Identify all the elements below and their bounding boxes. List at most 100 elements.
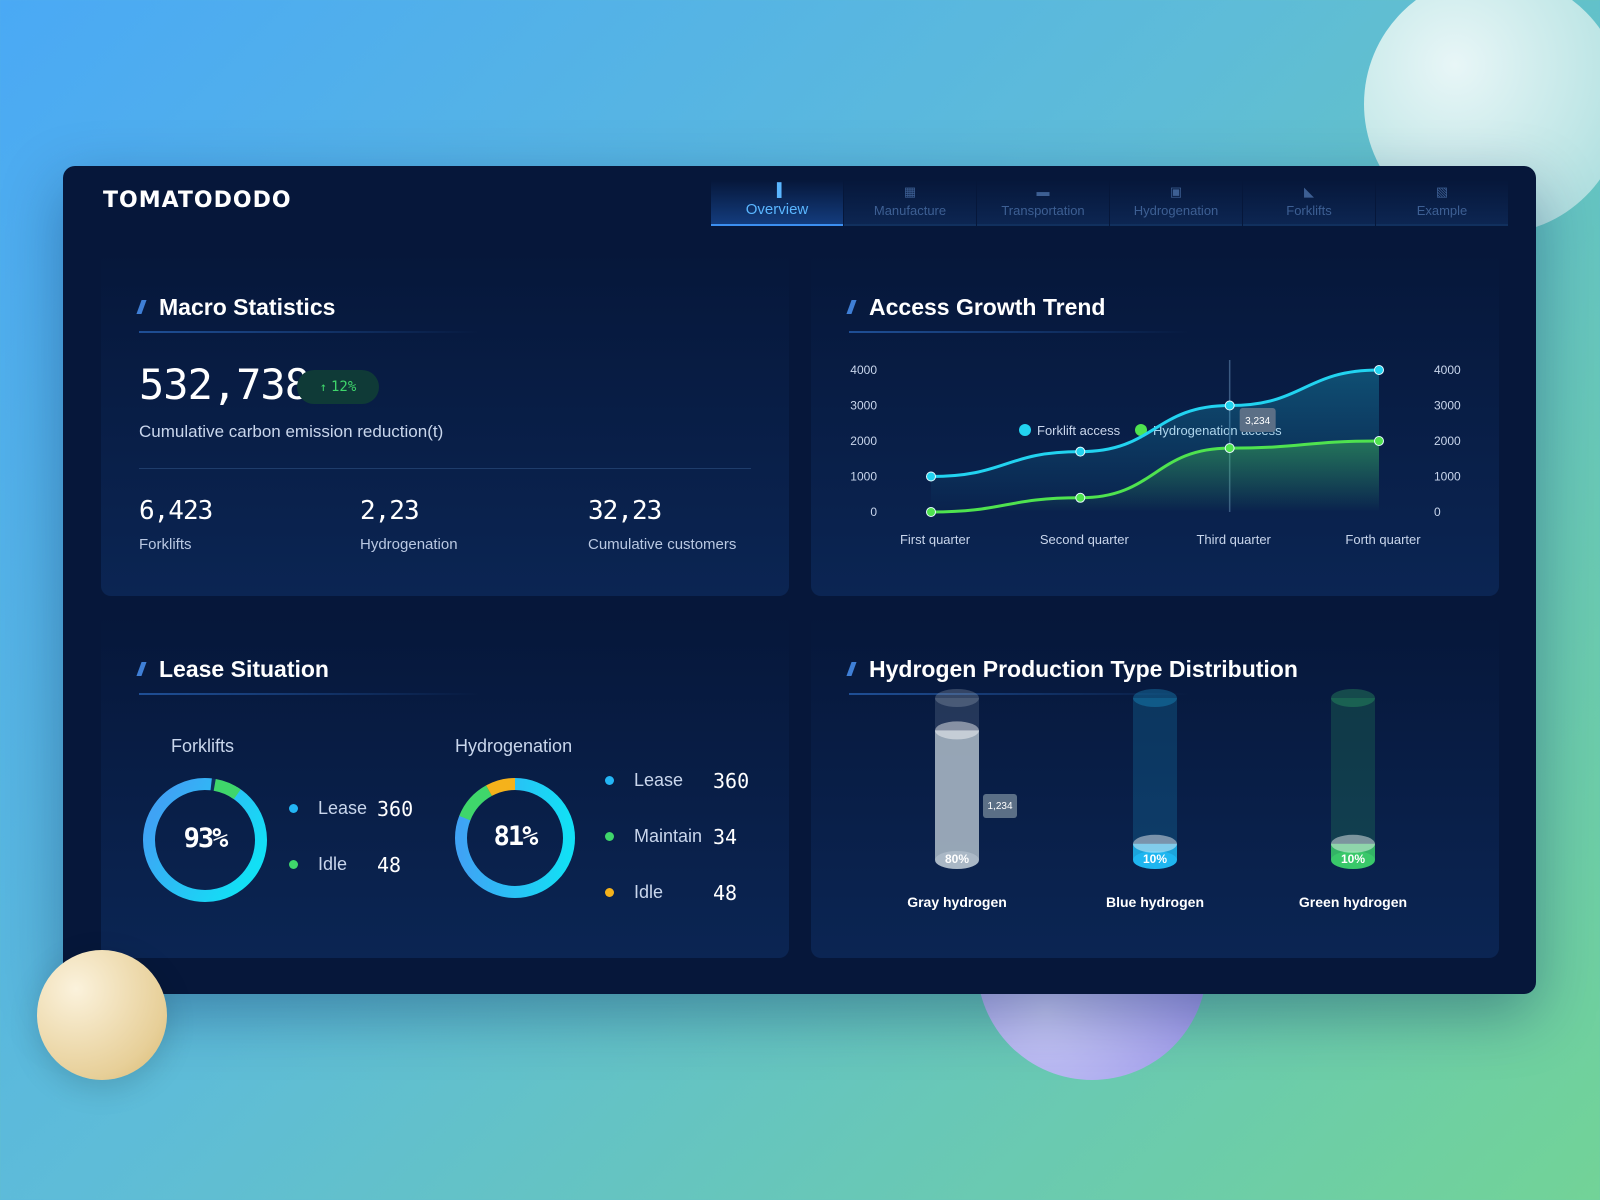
- forklifts-legend-lease: Lease 360: [289, 797, 413, 821]
- fuel-pump-icon: ▣: [1169, 184, 1183, 199]
- hydrogenation-legend-idle: Idle 48: [605, 881, 737, 905]
- gray-hydrogen-tooltip: 1,234: [983, 794, 1017, 818]
- access-growth-chart: Forklift accessHydrogenation access40003…: [850, 360, 1461, 547]
- truck-icon: ▬: [1036, 184, 1050, 199]
- cylinder-0[interactable]: [935, 689, 979, 869]
- hydrogenation-legend-maintain: Maintain 34: [605, 825, 737, 849]
- decorative-orb-gold: [37, 950, 167, 1080]
- hydrogen-distribution-title: Hydrogen Production Type Distribution: [846, 656, 1298, 683]
- forklift-icon: ◣: [1304, 184, 1314, 199]
- x-tick-label: First quarter: [900, 532, 971, 547]
- access-growth-title: Access Growth Trend: [846, 294, 1189, 321]
- data-point[interactable]: [1075, 446, 1086, 457]
- tab-manufacture[interactable]: ▦ Manufacture: [844, 180, 976, 226]
- dashboard-window: TOMATODODO ▐ Overview ▦ Manufacture ▬ Transpo…: [63, 166, 1536, 994]
- series-line: [930, 439, 1380, 514]
- donut-segment: [143, 778, 267, 902]
- y-tick-right: 2000: [1434, 434, 1461, 448]
- legend-dot: [605, 888, 614, 897]
- legend-dot: [1019, 424, 1031, 436]
- hydrogenation-donut: [455, 778, 575, 899]
- series-line: [930, 368, 1380, 478]
- data-point[interactable]: [926, 507, 936, 517]
- tab-forklifts[interactable]: ◣ Forklifts: [1243, 180, 1375, 226]
- hydrogenation-legend-lease: Lease 360: [605, 769, 749, 793]
- forklifts-donut-label: Forklifts: [171, 736, 234, 756]
- tab-transportation[interactable]: ▬ Transportation: [977, 180, 1109, 226]
- title-accent: [136, 300, 147, 314]
- y-tick-right: 3000: [1434, 399, 1461, 413]
- y-tick-right: 0: [1434, 505, 1441, 519]
- forklifts-percent: 93%: [183, 823, 229, 854]
- cylinder-1[interactable]: [1133, 689, 1177, 869]
- x-tick-label: Forth quarter: [1345, 532, 1421, 547]
- x-tick-label: Second quarter: [1040, 532, 1130, 547]
- macro-statistics-title: Macro Statistics: [136, 294, 479, 321]
- y-tick-right: 1000: [1434, 470, 1461, 484]
- tab-label: Forklifts: [1286, 203, 1332, 218]
- brand-logo: TOMATODODO: [103, 188, 292, 213]
- picture-icon: ▧: [1435, 184, 1449, 199]
- bar-chart-icon: ▐: [772, 182, 782, 197]
- data-point[interactable]: [1224, 443, 1235, 454]
- svg-text:3,234: 3,234: [1245, 416, 1270, 427]
- hydrogen-cylinder-chart: [935, 689, 1375, 869]
- blue-hydrogen-percent: 10%: [1142, 852, 1168, 866]
- stat-hydrogenation: 2,23 Hydrogenation: [360, 496, 458, 553]
- tab-label: Hydrogenation: [1133, 203, 1219, 218]
- hydrogenation-donut-label: Hydrogenation: [455, 736, 573, 756]
- title-underline: [849, 331, 1189, 333]
- legend-dot: [1135, 424, 1147, 436]
- legend-dot: [605, 776, 614, 785]
- tab-hydrogenation[interactable]: ▣ Hydrogenation: [1110, 180, 1242, 226]
- title-underline: [139, 331, 479, 333]
- top-nav: ▐ Overview ▦ Manufacture ▬ Transportation ▣ Hyd…: [711, 180, 1509, 226]
- lease-situation-panel: Lease Situation Forklifts 93% Lease 360 …: [101, 612, 789, 958]
- series-area: [931, 441, 1379, 512]
- cylinder-2[interactable]: [1331, 689, 1375, 869]
- y-tick-left: 2000: [850, 434, 877, 448]
- tab-overview[interactable]: ▐ Overview: [711, 180, 843, 226]
- data-point[interactable]: [1075, 492, 1086, 503]
- factory-icon: ▦: [903, 184, 917, 199]
- forklifts-legend-idle: Idle 48: [289, 853, 401, 877]
- divider: [139, 468, 751, 469]
- cylinder-fill: [935, 730, 979, 860]
- data-point[interactable]: [1374, 436, 1384, 446]
- legend-dot: [289, 804, 298, 813]
- hydrogen-distribution-panel: Hydrogen Production Type Distribution 80…: [811, 612, 1499, 958]
- forklifts-donut: [143, 778, 267, 902]
- legend-label: Forklift access: [1037, 423, 1121, 438]
- tab-label: Manufacture: [873, 203, 947, 218]
- y-tick-right: 4000: [1434, 363, 1461, 377]
- carbon-reduction-label: Cumulative carbon emission reduction(t): [139, 422, 444, 441]
- tab-label: Transportation: [1001, 203, 1085, 218]
- green-hydrogen-label: Green hydrogen: [1298, 894, 1408, 910]
- tab-example[interactable]: ▧ Example: [1376, 180, 1508, 226]
- growth-badge: ↑ 12%: [297, 370, 379, 404]
- lease-situation-title: Lease Situation: [136, 656, 479, 683]
- tab-label: Overview: [745, 201, 809, 218]
- legend-dot: [289, 860, 298, 869]
- legend-dot: [605, 832, 614, 841]
- blue-hydrogen-label: Blue hydrogen: [1105, 894, 1204, 910]
- y-tick-left: 1000: [850, 470, 877, 484]
- title-accent: [136, 662, 147, 676]
- y-tick-left: 0: [870, 505, 877, 519]
- x-tick-label: Third quarter: [1196, 532, 1271, 547]
- data-point[interactable]: [1224, 400, 1235, 411]
- green-hydrogen-percent: 10%: [1340, 852, 1366, 866]
- carbon-reduction-value: 532,738: [139, 360, 310, 409]
- data-point[interactable]: [1374, 365, 1384, 375]
- chart-tooltip: 3,234: [1239, 408, 1276, 432]
- gray-hydrogen-label: Gray hydrogen: [907, 894, 1007, 910]
- title-underline: [849, 693, 1189, 695]
- title-underline: [139, 693, 479, 695]
- data-point[interactable]: [926, 471, 936, 482]
- stat-forklifts: 6,423 Forklifts: [139, 496, 213, 553]
- stat-cumulative-customers: 32,23 Cumulative customers: [588, 496, 737, 553]
- arrow-up-icon: ↑: [319, 380, 327, 394]
- hydrogenation-percent: 81%: [493, 821, 539, 852]
- access-growth-panel: Access Growth Trend Forklift accessHydro…: [811, 250, 1499, 596]
- y-tick-left: 3000: [850, 399, 877, 413]
